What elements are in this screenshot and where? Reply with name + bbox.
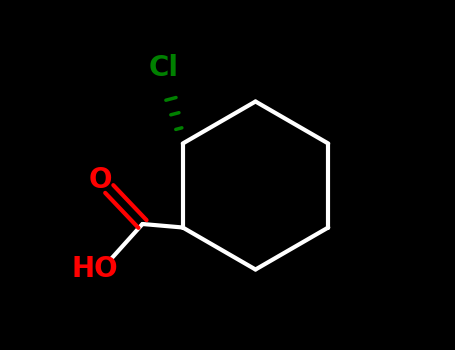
Text: O: O xyxy=(89,166,112,194)
Text: Cl: Cl xyxy=(148,54,178,82)
Text: HO: HO xyxy=(72,255,119,283)
